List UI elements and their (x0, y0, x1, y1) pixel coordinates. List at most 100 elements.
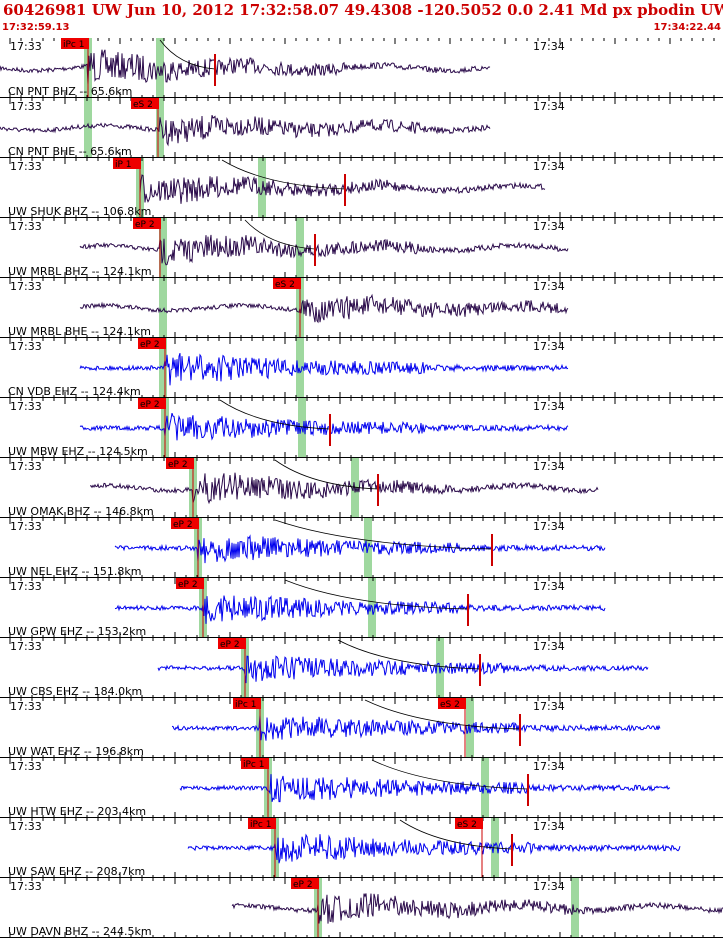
coda-curve (274, 459, 379, 490)
pick-flag (273, 278, 301, 289)
pick-label: iPc 1 (63, 40, 84, 50)
pick-flag (455, 818, 483, 829)
time-label-right: 17:34 (533, 640, 565, 653)
time-label-right: 17:34 (533, 520, 565, 533)
pick-label: eP 2 (293, 880, 313, 890)
s-window-band (466, 698, 474, 758)
time-label-right: 17:34 (533, 100, 565, 113)
coda-curve (337, 639, 481, 670)
time-label-right: 17:34 (533, 40, 565, 53)
p-window-band (84, 98, 92, 158)
trace-panel: eS 2 17:33 17:34 CN PNT BHE -- 65.6km (0, 98, 723, 158)
station-label: UW SAW EHZ -- 208.7km (8, 865, 145, 878)
time-label-left: 17:33 (10, 100, 42, 113)
station-label: CN PNT BHE -- 65.6km (8, 145, 132, 158)
time-label-right: 17:34 (533, 880, 565, 893)
time-label-right: 17:34 (533, 280, 565, 293)
pick-label: iP 1 (115, 160, 132, 170)
coda-curve (274, 519, 493, 550)
coda-curve (371, 759, 529, 790)
window-start-time: 17:32:59.13 (2, 22, 70, 33)
pick-flag (241, 758, 269, 769)
pick-label: eP 2 (178, 580, 198, 590)
pick-label: iPc 1 (235, 700, 256, 710)
trace-panel: eP 2 17:33 17:34 UW DAVN BHZ -- 244.5km (0, 878, 723, 938)
p-window-band (159, 278, 167, 338)
waveform-trace (79, 353, 569, 386)
time-label-left: 17:33 (10, 40, 42, 53)
time-label-right: 17:34 (533, 460, 565, 473)
waveform-trace (187, 833, 681, 864)
waveform-trace (231, 893, 723, 924)
waveform-trace (139, 174, 546, 204)
waveform-trace (79, 412, 569, 441)
s-window-band (436, 638, 444, 698)
trace-panel: eP 2 17:33 17:34 UW MBW EHZ -- 124.5km (0, 398, 723, 458)
pick-label: eS 2 (133, 100, 153, 110)
trace-panel: iP 1 17:33 17:34 UW SHUK BHZ -- 106.8km (0, 158, 723, 218)
pick-label: eS 2 (440, 700, 460, 710)
trace-panel: eP 2 17:33 17:34 UW CBS EHZ -- 184.0km (0, 638, 723, 698)
time-label-left: 17:33 (10, 460, 42, 473)
trace-panel: iPc 1 17:33 17:34 CN PNT BHZ -- 65.6km (0, 38, 723, 98)
coda-curve (219, 399, 331, 430)
station-label: UW DAVN BHZ -- 244.5km (8, 925, 152, 938)
time-label-left: 17:33 (10, 760, 42, 773)
pick-flag (291, 878, 319, 889)
time-label-left: 17:33 (10, 640, 42, 653)
coda-curve (244, 219, 316, 250)
trace-panel: eP 2 17:33 17:34 UW NEL EHZ -- 151.8km (0, 518, 723, 578)
pick-flag (138, 398, 166, 409)
time-label-right: 17:34 (533, 400, 565, 413)
trace-panel: eS 2 17:33 17:34 UW MRBL BHE -- 124.1km (0, 278, 723, 338)
window-end-time: 17:34:22.44 (653, 22, 721, 33)
time-label-left: 17:33 (10, 820, 42, 833)
pick-label: eP 2 (140, 400, 160, 410)
trace-panel: eP 2 17:33 17:34 UW GPW EHZ -- 153.2km (0, 578, 723, 638)
time-label-left: 17:33 (10, 160, 42, 173)
time-label-right: 17:34 (533, 820, 565, 833)
s-window-band (571, 878, 579, 938)
trace-panel: iPc 1 17:33 17:34 UW HTW EHZ -- 203.4km (0, 758, 723, 818)
pick-label: eS 2 (275, 280, 295, 290)
pick-flag (113, 158, 141, 169)
waveform-trace (79, 293, 569, 324)
station-label: UW GPW EHZ -- 153.2km (8, 625, 146, 638)
waveform-trace (157, 655, 649, 684)
pick-flag (131, 98, 159, 109)
time-label-left: 17:33 (10, 700, 42, 713)
waveform-trace (89, 472, 599, 505)
time-label-left: 17:33 (10, 400, 42, 413)
pick-flag (133, 218, 161, 229)
time-label-right: 17:34 (533, 760, 565, 773)
coda-curve (399, 819, 513, 850)
time-label-left: 17:33 (10, 520, 42, 533)
station-label: UW MRBL BHE -- 124.1km (8, 325, 151, 338)
time-label-right: 17:34 (533, 700, 565, 713)
pick-flag (176, 578, 204, 589)
pick-flag (171, 518, 199, 529)
station-label: UW OMAK BHZ -- 146.8km (8, 505, 154, 518)
waveform-trace (0, 115, 491, 147)
time-label-left: 17:33 (10, 220, 42, 233)
time-label-left: 17:33 (10, 580, 42, 593)
station-label: UW MBW EHZ -- 124.5km (8, 445, 148, 458)
s-window-band (296, 218, 304, 278)
time-label-left: 17:33 (10, 880, 42, 893)
station-label: UW SHUK BHZ -- 106.8km (8, 205, 151, 218)
waveform-trace (171, 715, 661, 741)
pick-label: eP 2 (135, 220, 155, 230)
coda-curve (159, 39, 216, 70)
s-window-band (296, 338, 304, 398)
time-label-left: 17:33 (10, 340, 42, 353)
event-header: 60426981 UW Jun 10, 2012 17:32:58.07 49.… (0, 0, 723, 22)
pick-label: iPc 1 (250, 820, 271, 830)
pick-label: eP 2 (173, 520, 193, 530)
pick-flag (248, 818, 276, 829)
waveform-trace (114, 595, 606, 624)
time-label-right: 17:34 (533, 160, 565, 173)
s-window-band (481, 758, 489, 818)
trace-panel: eP 2 17:33 17:34 UW MRBL BHZ -- 124.1km (0, 218, 723, 278)
waveform-trace (179, 774, 671, 803)
station-label: UW NEL EHZ -- 151.8km (8, 565, 142, 578)
